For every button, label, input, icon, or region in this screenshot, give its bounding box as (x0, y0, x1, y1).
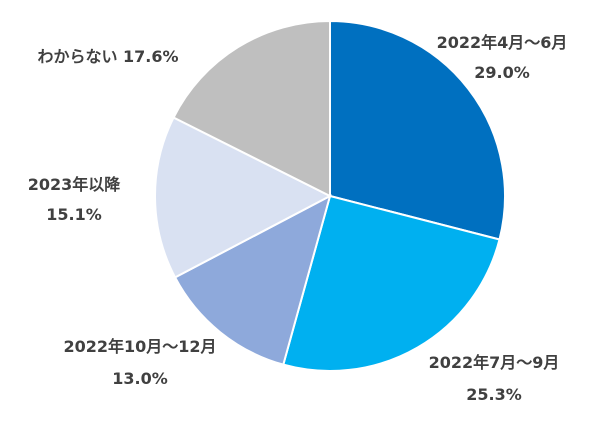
slice-label-2: 2022年7月～9月 (429, 353, 560, 372)
slice-value-2: 25.3% (466, 385, 522, 404)
pie-slice-2 (282, 194, 501, 372)
pie-slice-4 (154, 116, 333, 279)
slice-label-5: わからない 17.6% (37, 47, 178, 66)
slice-value-4: 15.1% (46, 205, 102, 224)
pie-slice-5 (172, 19, 331, 198)
pie-slice-1 (329, 19, 506, 241)
slice-value-3: 13.0% (112, 369, 168, 388)
slice-label-3: 2022年10月～12月 (63, 337, 216, 356)
pie-slice-3 (173, 194, 332, 366)
slice-label-1: 2022年4月～6月 (437, 33, 568, 52)
slice-value-1: 29.0% (474, 63, 530, 82)
slice-label-4: 2023年以降 (28, 175, 122, 194)
